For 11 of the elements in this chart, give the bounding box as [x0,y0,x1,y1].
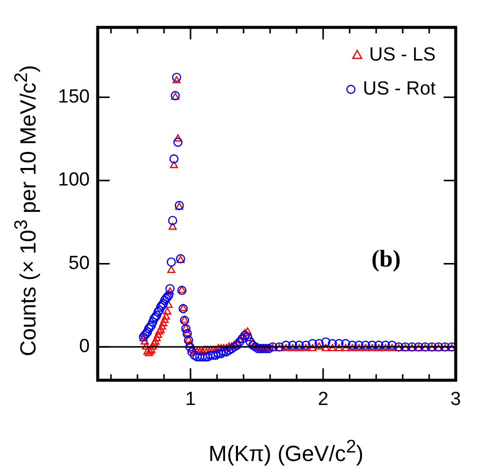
x-tick-label: 3 [450,388,462,410]
y-tick-label: 100 [58,170,90,191]
y-tick-label: 50 [68,252,90,274]
y-tick-label: 0 [79,336,90,358]
y-tick-label: 150 [58,86,90,108]
x-axis-title: M(Kπ) (GeV/c$^{2}$) [208,436,364,466]
legend-label: US - LS [369,44,436,66]
legend-label: US - Rot [362,78,436,100]
x-tick-label: 1 [185,388,196,410]
annotation: (b) [371,246,401,272]
x-tick-label: 2 [318,388,328,410]
